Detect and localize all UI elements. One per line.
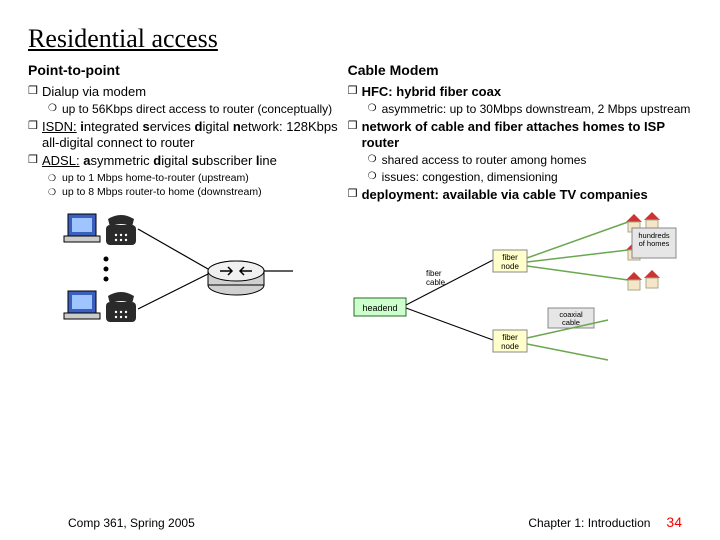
subbullet-shared: ❍ shared access to router among homes [368,153,692,168]
svg-text:fibernode: fibernode [501,253,519,271]
right-column: Cable Modem ❒ HFC: hybrid fiber coax ❍ a… [348,62,692,510]
circle-bullet-icon: ❍ [48,186,62,199]
svg-text:fibernode: fibernode [501,333,519,351]
left-column: Point-to-point ❒ Dialup via modem ❍ up t… [28,62,340,510]
subbullet-text: issues: congestion, dimensioning [382,170,692,185]
svg-text:hundredsof homes: hundredsof homes [638,231,670,248]
square-bullet-icon: ❒ [348,84,362,100]
subbullet-text: up to 56Kbps direct access to router (co… [62,102,340,117]
subbullet-asymmetric: ❍ asymmetric: up to 30Mbps downstream, 2… [368,102,692,117]
bullet-text: ADSL: asymmetric digital subscriber line [42,153,340,169]
bullet-text: Dialup via modem [42,84,340,100]
bullet-text: deployment: available via cable TV compa… [362,187,692,203]
bullet-dialup: ❒ Dialup via modem [28,84,340,100]
subbullet-issues: ❍ issues: congestion, dimensioning [368,170,692,185]
bullet-hfc: ❒ HFC: hybrid fiber coax [348,84,692,100]
left-subtitle: Point-to-point [28,62,340,80]
circle-bullet-icon: ❍ [48,102,62,117]
square-bullet-icon: ❒ [28,84,42,100]
slide-footer: Comp 361, Spring 2005 Chapter 1: Introdu… [28,510,692,530]
bullet-text: HFC: hybrid fiber coax [362,84,692,100]
bullet-text: network of cable and fiber attaches home… [362,119,692,152]
circle-bullet-icon: ❍ [368,170,382,185]
headend-label: headend [362,303,397,313]
square-bullet-icon: ❒ [348,119,362,152]
circle-bullet-icon: ❍ [48,172,62,185]
bullet-isdn: ❒ ISDN: integrated services digital netw… [28,119,340,152]
subbullet-text: shared access to router among homes [382,153,692,168]
footer-left: Comp 361, Spring 2005 [68,516,195,530]
footer-chapter: Chapter 1: Introduction [528,516,650,530]
subbullet-56kbps: ❍ up to 56Kbps direct access to router (… [48,102,340,117]
right-subtitle: Cable Modem [348,62,692,80]
bullet-network: ❒ network of cable and fiber attaches ho… [348,119,692,152]
square-bullet-icon: ❒ [28,119,42,152]
bullet-adsl: ❒ ADSL: asymmetric digital subscriber li… [28,153,340,169]
svg-text:coaxialcable: coaxialcable [559,310,583,327]
subbullet-downstream: ❍ up to 8 Mbps router-to home (downstrea… [48,186,340,199]
subbullet-upstream: ❍ up to 1 Mbps home-to-router (upstream) [48,172,340,185]
square-bullet-icon: ❒ [28,153,42,169]
circle-bullet-icon: ❍ [368,153,382,168]
dialup-diagram [58,209,340,353]
hfc-diagram-svg: headend fibercable fibernode fibernode c… [348,210,678,375]
bullet-deployment: ❒ deployment: available via cable TV com… [348,187,692,203]
circle-bullet-icon: ❍ [368,102,382,117]
dialup-diagram-svg [58,209,298,349]
bullet-text: ISDN: integrated services digital networ… [42,119,340,152]
subbullet-text: asymmetric: up to 30Mbps downstream, 2 M… [382,102,692,117]
subbullet-text: up to 8 Mbps router-to home (downstream) [62,186,340,199]
fiber-cable-label: fibercable [426,269,446,287]
slide-title: Residential access [28,24,692,54]
square-bullet-icon: ❒ [348,187,362,203]
hfc-diagram: headend fibercable fibernode fibernode c… [348,210,692,379]
subbullet-text: up to 1 Mbps home-to-router (upstream) [62,172,340,185]
page-number: 34 [666,514,682,530]
